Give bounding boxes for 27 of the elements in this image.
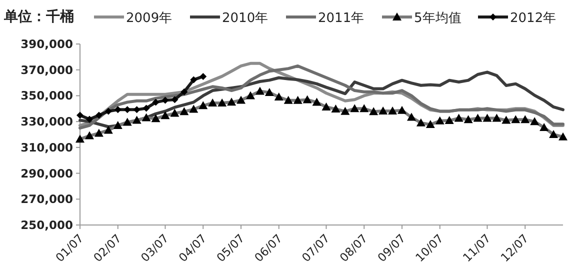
point bbox=[190, 76, 198, 84]
point bbox=[142, 104, 150, 112]
legend-label: 2011年 bbox=[318, 11, 364, 26]
point bbox=[95, 112, 102, 119]
point bbox=[76, 112, 84, 119]
point bbox=[114, 106, 122, 114]
y-tick-label: 370,000 bbox=[20, 62, 73, 77]
point bbox=[162, 96, 169, 104]
y-tick-label: 250,000 bbox=[20, 218, 73, 232]
y-tick-label: 390,000 bbox=[20, 37, 73, 51]
y-tick-label: 310,000 bbox=[20, 140, 73, 154]
legend-label: 2012年 bbox=[510, 11, 556, 26]
y-tick-label: 350,000 bbox=[20, 88, 73, 103]
legend-label: 2009年 bbox=[126, 11, 172, 26]
point bbox=[171, 96, 178, 104]
y-tick-label: 330,000 bbox=[20, 114, 73, 129]
y-axis-title: 单位：千桶 bbox=[3, 8, 74, 25]
point bbox=[104, 108, 112, 115]
y-tick-label: 290,000 bbox=[20, 166, 73, 180]
point bbox=[124, 106, 131, 114]
point bbox=[86, 116, 93, 123]
point bbox=[133, 106, 140, 114]
point bbox=[152, 98, 160, 106]
legend-label: 5年均值 bbox=[414, 11, 462, 26]
legend-label: 2010年 bbox=[222, 11, 268, 26]
y-tick-label: 270,000 bbox=[20, 192, 73, 206]
point bbox=[200, 72, 207, 80]
